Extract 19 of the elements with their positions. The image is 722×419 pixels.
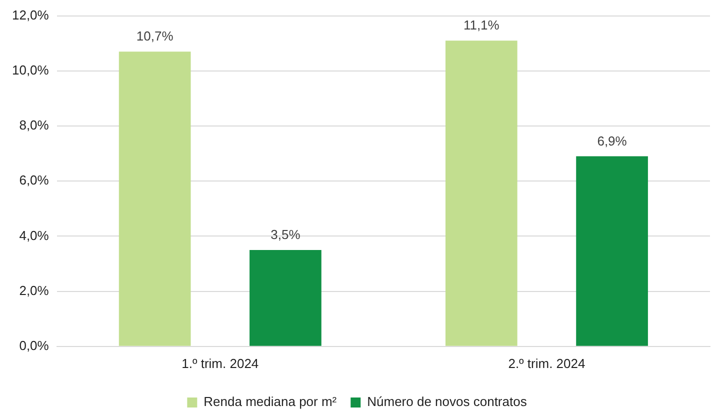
legend-label: Número de novos contratos [367, 394, 528, 410]
data-label: 6,9% [597, 133, 628, 148]
bar [250, 250, 322, 346]
x-tick-label: 1.º trim. 2024 [182, 356, 259, 371]
bar [118, 52, 191, 346]
bar [445, 40, 518, 346]
y-tick-label: 8,0% [19, 118, 50, 133]
y-tick-label: 0,0% [19, 338, 50, 353]
data-label: 10,7% [136, 28, 174, 44]
y-tick-label: 12,0% [12, 7, 50, 22]
legend-label: Renda mediana por m² [204, 394, 338, 410]
data-label: 3,5% [270, 227, 301, 242]
data-label: 11,1% [463, 18, 500, 33]
bar [576, 156, 648, 346]
y-tick-label: 4,0% [19, 228, 50, 243]
y-tick-label: 2,0% [19, 282, 50, 298]
y-tick-label: 6,0% [19, 172, 50, 188]
x-tick-label: 2.º trim. 2024 [508, 356, 586, 371]
y-tick-label: 10,0% [12, 62, 50, 78]
